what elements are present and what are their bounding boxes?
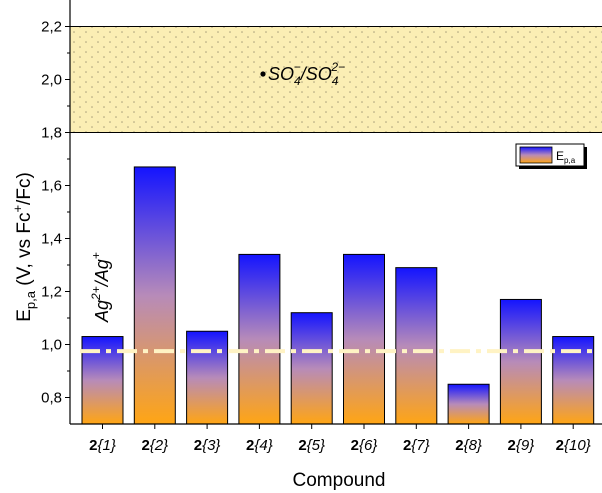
bar-2	[133, 166, 176, 425]
reference-line-label: Ag2+/Ag+	[89, 252, 112, 323]
bar-5	[290, 312, 333, 425]
y-tick-label-7: 2,2	[41, 19, 62, 36]
x-tick-label-bold: 2	[141, 437, 149, 454]
x-tick-label-2: 2{2}	[141, 437, 168, 454]
x-tick-label-bold: 2	[508, 437, 516, 454]
x-tick-label-bold: 2	[403, 437, 411, 454]
x-tick-label-3: 2{3}	[194, 437, 221, 454]
ref-label-sup1: 2+	[89, 286, 103, 301]
y-title-sub: p,a	[23, 290, 38, 309]
band-label-sub1: 4	[294, 74, 301, 88]
band-label-slash: /SO	[299, 64, 332, 84]
bar-3	[186, 330, 229, 425]
x-tick-label-5: 2{5}	[298, 437, 325, 454]
bar-8	[447, 383, 490, 425]
band-label-sub2: 4	[332, 74, 339, 88]
bar-6	[343, 253, 385, 425]
ref-label-sup2: +	[89, 252, 103, 259]
x-tick-label-italic: {4}	[254, 437, 272, 454]
bar-7	[395, 267, 438, 425]
x-tick-label-italic: {5}	[307, 437, 325, 454]
y-title-main: E	[14, 309, 35, 322]
y-title-rest2: /Fc)	[14, 172, 35, 205]
y-axis-title: Ep,a (V, vs Fc+/Fc)	[10, 172, 38, 322]
x-tick-label-italic: {7}	[411, 437, 429, 454]
x-tick-label-bold: 2	[89, 437, 97, 454]
x-tick-label-italic: {9}	[516, 437, 534, 454]
y-tick-label-4: 1,6	[41, 178, 62, 195]
x-tick-label-bold: 2	[194, 437, 202, 454]
y-tick-label-6: 2,0	[41, 72, 62, 89]
highlight-band-layer	[70, 26, 602, 133]
bar-9	[499, 298, 542, 425]
bars-layer	[81, 166, 595, 425]
y-tick-label-2: 1,2	[41, 284, 62, 301]
y-tick-label-5: 1,8	[41, 125, 62, 142]
x-tick-label-italic: {3}	[202, 437, 220, 454]
x-axis-title: Compound	[293, 470, 386, 491]
x-tick-label-9: 2{9}	[508, 437, 535, 454]
x-tick-label-1: 2{1}	[89, 437, 116, 454]
x-tick-label-italic: {1}	[97, 437, 115, 454]
x-tick-label-italic: {6}	[359, 437, 377, 454]
band-label-sup2: 2−	[330, 60, 345, 74]
x-tick-label-10: 2{10}	[556, 437, 591, 454]
band-annotation: SO4−/SO42−	[260, 60, 345, 88]
x-tick-label-italic: {10}	[564, 437, 591, 454]
legend-swatch	[519, 146, 553, 164]
x-tick-label-bold: 2	[298, 437, 306, 454]
y-tick-label-1: 1,0	[41, 337, 62, 354]
x-tick-label-bold: 2	[455, 437, 463, 454]
y-tick-label-0: 0,8	[41, 390, 62, 407]
x-tick-label-bold: 2	[556, 437, 564, 454]
ref-label-ag: Ag	[92, 300, 112, 323]
legend: Ep,a	[515, 143, 587, 169]
bar-4	[238, 253, 281, 425]
x-tick-label-7: 2{7}	[403, 437, 430, 454]
band-annotation-bullet	[260, 71, 266, 77]
x-tick-label-8: 2{8}	[455, 437, 482, 454]
legend-label-sub: p,a	[564, 156, 576, 165]
x-tick-label-bold: 2	[246, 437, 254, 454]
ref-label-slash: /Ag	[92, 259, 112, 288]
axes-layer: 0,81,01,21,41,61,82,02,22{1} 2{2} 2{3} 2{4}…	[41, 0, 602, 454]
svg-text:Ep,a: Ep,a	[556, 149, 576, 165]
svg-text:SO4−/SO42−: SO4−/SO42−	[268, 60, 345, 88]
highlight-band	[70, 26, 602, 133]
band-label-sup1: −	[294, 60, 301, 74]
x-tick-label-4: 2{4}	[246, 437, 273, 454]
x-tick-label-bold: 2	[351, 437, 359, 454]
y-tick-label-3: 1,4	[41, 231, 62, 248]
x-tick-label-6: 2{6}	[351, 437, 378, 454]
x-tick-label-italic: {8}	[464, 437, 482, 454]
y-title-sup: +	[10, 205, 25, 213]
legend-label: E	[556, 149, 564, 163]
band-label-so4: SO	[268, 64, 294, 84]
x-tick-label-italic: {2}	[150, 437, 168, 454]
y-title-rest1: (V, vs Fc	[14, 213, 35, 291]
